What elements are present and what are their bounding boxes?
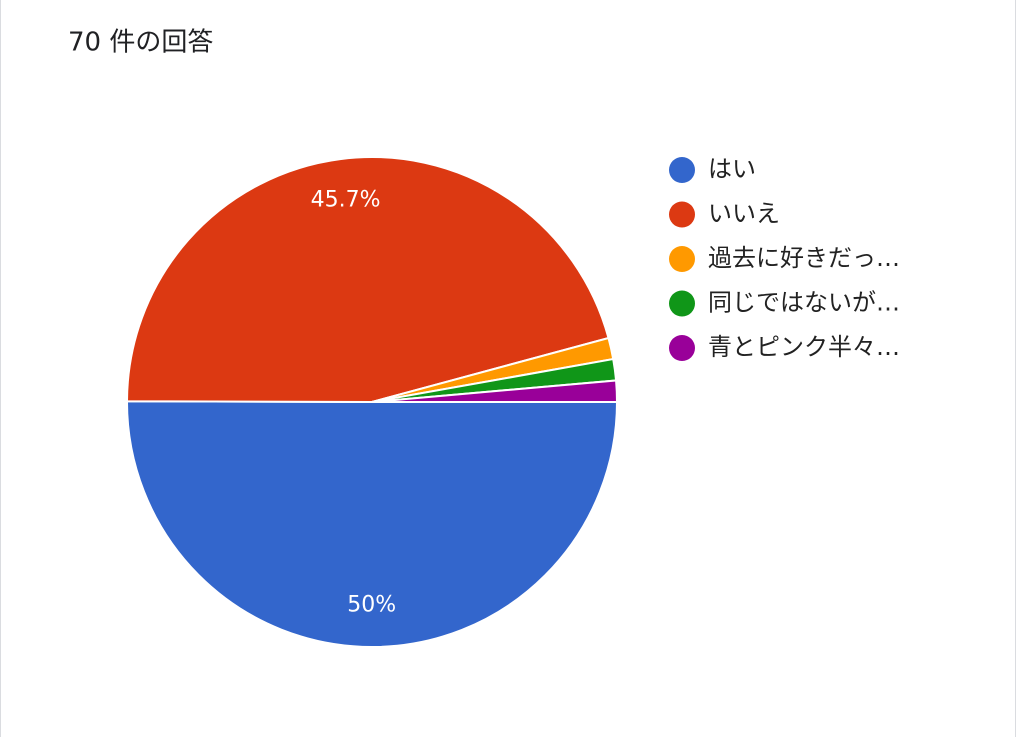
pie-slice — [371, 379, 619, 403]
legend-marker — [669, 157, 695, 183]
legend-marker — [669, 201, 695, 228]
value-label: 50% — [347, 592, 396, 617]
legend-marker — [669, 335, 695, 361]
legend-label: 同じではないが… — [708, 289, 900, 317]
value-label: 45.7% — [311, 187, 381, 212]
pie-slice — [125, 156, 610, 404]
chart-title: 70 件の回答 — [68, 28, 213, 58]
legend-label: はい — [708, 155, 756, 183]
legend-label: 過去に好きだっ… — [708, 244, 900, 272]
legend-label: 青とピンク半々… — [708, 333, 900, 361]
legend-marker — [669, 246, 695, 272]
pie-slice — [126, 400, 619, 648]
legend-label: いいえ — [708, 200, 780, 228]
legend-marker — [669, 290, 695, 317]
